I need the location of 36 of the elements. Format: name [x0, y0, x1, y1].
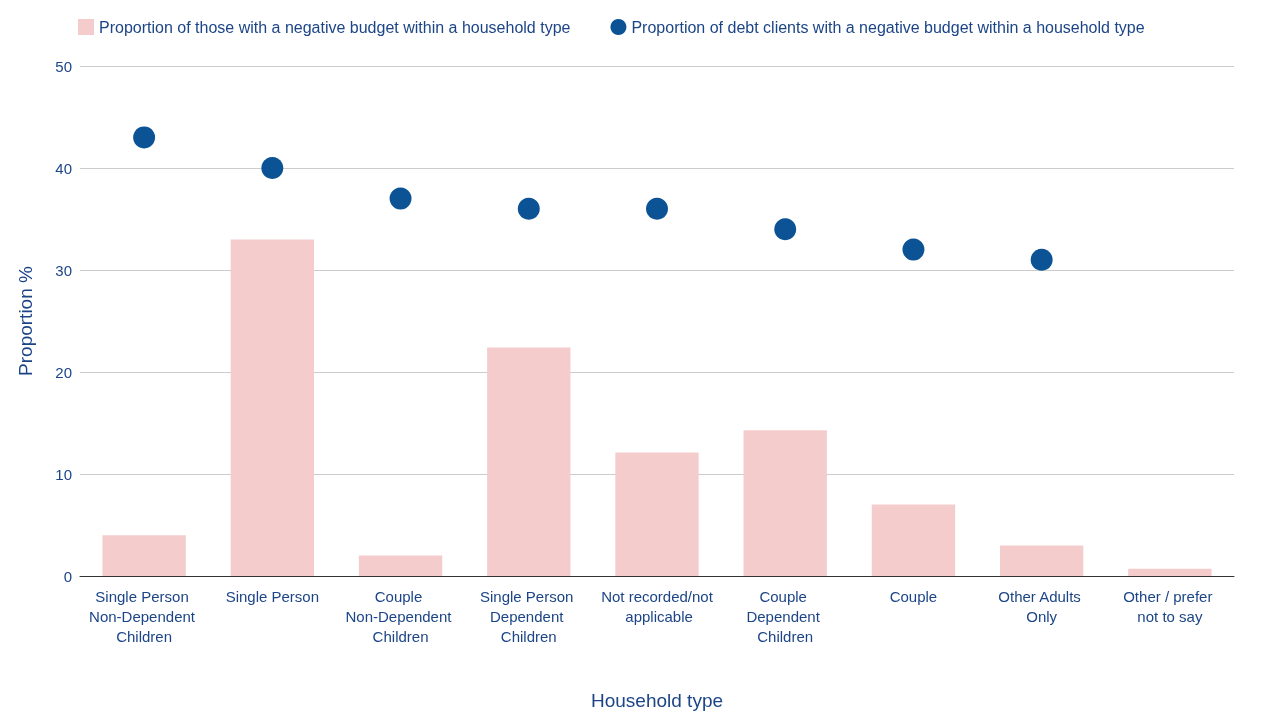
bar [487, 347, 571, 576]
x-tick-label: Couple [889, 587, 938, 605]
bar [615, 452, 699, 576]
y-axis-title: Proportion % [15, 265, 36, 376]
x-tick-label: Couple Non-Dependent Children [345, 587, 456, 645]
x-tick-label: Other Adults Only [998, 587, 1086, 625]
bar [743, 430, 827, 576]
point [1030, 248, 1053, 271]
point [774, 218, 797, 241]
point [261, 157, 284, 179]
x-tick-label: Single Person Non-Dependent Children [89, 587, 200, 645]
x-tick-label: Not recorded/not applicable [601, 587, 714, 625]
bar [871, 504, 956, 576]
bar [1128, 568, 1212, 576]
x-axis-title: Household type [590, 690, 724, 711]
bar [230, 239, 315, 576]
y-tick-label: 20 [55, 363, 72, 381]
bar [999, 545, 1084, 576]
point [646, 197, 668, 220]
point [133, 126, 156, 149]
legend-label: Proportion of those with a negative budget within a household type [99, 18, 571, 36]
point [902, 238, 925, 261]
y-tick-label: 0 [63, 567, 72, 585]
point [389, 187, 412, 210]
x-tick-label: Single Person [225, 587, 320, 605]
x-tick-label: Single Person Dependent Children [480, 587, 578, 645]
bar [358, 555, 443, 576]
x-tick-label: Couple Dependent Children [746, 587, 825, 645]
x-tick-label: Other / prefer not to say [1123, 587, 1217, 625]
y-tick-label: 30 [55, 261, 72, 279]
y-tick-label: 50 [55, 57, 72, 75]
legend-label: Proportion of debt clients with a negative budget within a household type [631, 18, 1145, 36]
y-tick-label: 10 [55, 465, 72, 483]
y-tick-label: 40 [55, 159, 72, 177]
point [517, 197, 540, 220]
bar [102, 535, 186, 576]
